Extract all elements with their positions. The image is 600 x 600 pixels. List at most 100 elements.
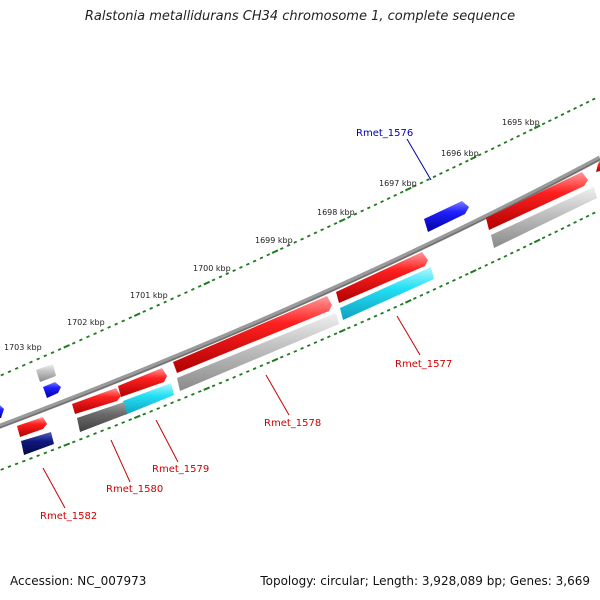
outer-tick xyxy=(313,231,318,235)
feature-rmet-1580[interactable] xyxy=(72,388,121,414)
gene-label-rmet-1577[interactable]: Rmet_1577 xyxy=(395,359,452,370)
inner-tick xyxy=(452,278,456,282)
inner-tick xyxy=(338,328,346,334)
scale-labels: 1695 kbp 1696 kbp 1697 kbp 1698 kbp 1699… xyxy=(4,118,540,352)
feature-cyan-1577[interactable] xyxy=(340,267,434,320)
feature-gray-small-left[interactable] xyxy=(36,364,56,382)
gene-label-rmet-1578[interactable]: Rmet_1578 xyxy=(264,418,321,429)
outer-tick xyxy=(516,134,520,138)
outer-tick xyxy=(445,168,450,172)
inner-tick xyxy=(36,454,40,458)
inner-tick xyxy=(79,437,83,441)
scale-label-1702: 1702 kbp xyxy=(67,318,105,327)
feature-darkgray-1580[interactable] xyxy=(77,402,127,432)
inner-tick xyxy=(239,372,243,376)
outer-tick xyxy=(191,287,195,291)
feature-rmet-1577[interactable] xyxy=(336,252,428,303)
inner-tick xyxy=(293,349,298,353)
inner-tick xyxy=(177,398,181,402)
outer-tick xyxy=(509,137,514,141)
outer-tick xyxy=(114,322,118,326)
inner-tick xyxy=(93,432,97,436)
feature-red-edge-right[interactable] xyxy=(596,160,600,172)
inner-tick xyxy=(566,223,571,228)
feature-blue-edge-left[interactable] xyxy=(0,405,4,418)
feature-rmet-1579[interactable] xyxy=(118,368,167,397)
gene-label-rmet-1582[interactable]: Rmet_1582 xyxy=(40,511,97,522)
feature-rmet-1578[interactable] xyxy=(173,296,332,373)
inner-tick xyxy=(184,395,188,399)
inner-tick xyxy=(300,346,304,350)
inner-tick xyxy=(373,314,378,318)
outer-tick xyxy=(333,221,338,226)
outer-tick xyxy=(163,300,167,304)
outer-tick xyxy=(353,212,358,216)
outer-tick xyxy=(36,357,40,361)
callout-line-1576 xyxy=(406,138,432,181)
feature-blue-small-left[interactable] xyxy=(43,382,61,398)
outer-tick xyxy=(211,278,216,282)
outer-tick xyxy=(533,124,541,130)
outer-tick xyxy=(452,165,456,169)
inner-tick xyxy=(29,456,33,460)
outer-tick xyxy=(232,269,236,273)
outer-tick xyxy=(393,193,397,197)
feature-red-top-right[interactable] xyxy=(486,172,588,230)
outer-tick xyxy=(579,103,584,107)
inner-tick xyxy=(100,429,104,433)
feature-rmet-1582[interactable] xyxy=(17,417,47,437)
outer-tick xyxy=(93,332,97,336)
outer-tick xyxy=(439,171,443,176)
outer-tick xyxy=(266,253,271,257)
outer-tick xyxy=(426,178,430,182)
outer-tick xyxy=(399,190,404,194)
outer-tick xyxy=(245,262,250,266)
inner-tick xyxy=(347,326,351,330)
outer-tick xyxy=(470,155,477,161)
outer-tick xyxy=(548,119,552,123)
sequence-info: Topology: circular; Length: 3,928,089 bp… xyxy=(260,574,590,588)
outer-tick xyxy=(286,243,291,247)
outer-tick xyxy=(367,206,371,210)
outer-tick xyxy=(585,100,590,104)
length-value: 3,928,089 bp xyxy=(421,574,502,588)
outer-tick xyxy=(149,306,154,310)
inner-tick xyxy=(279,355,284,359)
feature-rmet-1576[interactable] xyxy=(424,201,469,232)
gene-label-rmet-1576[interactable]: Rmet_1576 xyxy=(356,128,413,139)
callout-line-1580 xyxy=(110,439,131,483)
outer-tick xyxy=(121,319,126,323)
accession-value: NC_007973 xyxy=(77,574,147,588)
accession-label: Accession: xyxy=(10,574,74,588)
inner-tick xyxy=(554,230,558,234)
gene-label-rmet-1579[interactable]: Rmet_1579 xyxy=(152,464,209,475)
inner-tick xyxy=(516,248,520,252)
scale-ticks-inner xyxy=(0,211,596,471)
gene-label-rmet-1580[interactable]: Rmet_1580 xyxy=(106,484,163,495)
outer-tick xyxy=(541,122,546,126)
scale-label-1695: 1695 kbp xyxy=(502,118,540,127)
accession-info: Accession: NC_007973 xyxy=(10,574,146,588)
inner-tick xyxy=(107,426,111,430)
inner-tick xyxy=(197,390,202,393)
outer-tick xyxy=(413,184,417,188)
outer-tick xyxy=(63,344,71,349)
outer-tick xyxy=(591,97,596,101)
inner-tick xyxy=(156,407,161,410)
inner-tick xyxy=(360,320,364,324)
outer-tick xyxy=(100,328,104,332)
outer-tick xyxy=(239,265,243,269)
inner-tick xyxy=(313,341,318,345)
feature-cyan-1579[interactable] xyxy=(123,383,174,415)
feature-gray-top-right[interactable] xyxy=(491,187,597,248)
feature-navy-1582[interactable] xyxy=(21,432,54,455)
outer-tick xyxy=(529,128,533,132)
outer-tick xyxy=(306,234,311,238)
inner-tick xyxy=(259,364,264,368)
inner-tick xyxy=(484,263,489,267)
backbone-arc xyxy=(0,155,600,429)
outer-tick xyxy=(477,153,482,157)
feature-gray-1578[interactable] xyxy=(177,313,339,391)
outer-tick xyxy=(14,366,19,370)
scale-label-1701: 1701 kbp xyxy=(130,291,168,300)
